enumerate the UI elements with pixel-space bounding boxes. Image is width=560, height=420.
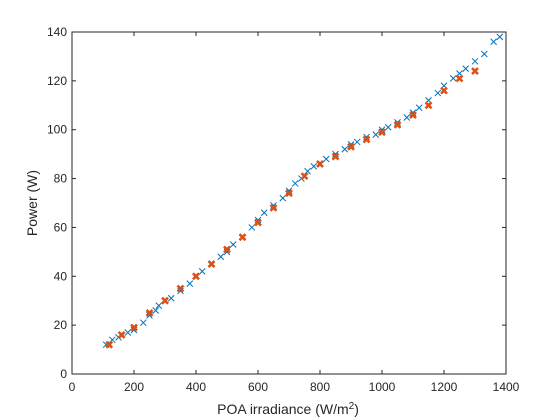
- y-tick-label: 60: [54, 220, 68, 234]
- x-tick-label: 0: [69, 380, 76, 394]
- series-1-point-32: [322, 155, 330, 163]
- series-1-point-21: [248, 224, 256, 231]
- x-tick-label: 1000: [369, 380, 396, 394]
- y-tick-label: 120: [47, 74, 67, 88]
- series-2-point-24: [455, 74, 464, 83]
- series-1-point-4: [124, 329, 132, 336]
- series-2-point-10: [238, 233, 247, 242]
- series-2-point-17: [347, 142, 355, 151]
- series-2-point-14: [300, 172, 309, 181]
- y-tick-label: 0: [60, 367, 67, 381]
- series-1-point-52: [480, 50, 488, 58]
- series-1-point-27: [291, 180, 299, 187]
- x-axis-label-end: ): [354, 401, 359, 417]
- series-1-point-13: [186, 280, 194, 287]
- series-2-point-4: [145, 309, 154, 317]
- y-tick-label: 20: [54, 318, 68, 332]
- axes-box: [71, 31, 507, 375]
- series-2-point-18: [362, 135, 371, 144]
- x-tick-label: 1400: [493, 380, 520, 394]
- series-2-point-19: [378, 128, 386, 137]
- series-1-point-11: [167, 294, 175, 302]
- series-2-point-6: [176, 284, 185, 293]
- series-1-point-50: [462, 65, 470, 72]
- y-tick-label: 140: [47, 25, 67, 39]
- series-orange-markers: [105, 67, 479, 349]
- series-2-point-5: [161, 296, 169, 305]
- series-1-point-44: [415, 104, 423, 112]
- series-2-point-7: [192, 272, 200, 281]
- series-2-point-23: [440, 86, 448, 95]
- series-2-point-22: [424, 101, 433, 110]
- series-1-point-53: [490, 38, 497, 46]
- series-1-point-15: [198, 268, 206, 275]
- series-1-point-38: [372, 131, 380, 138]
- series-2-point-13: [285, 189, 293, 198]
- series-1-point-42: [403, 114, 411, 121]
- series-2-point-11: [254, 218, 262, 227]
- series-2-point-20: [393, 120, 402, 129]
- axes-frame: [71, 31, 507, 375]
- y-tick-label: 80: [54, 172, 68, 186]
- y-axis-ticks: 0 20 40 60 80 100 120 140: [47, 25, 506, 381]
- series-1-point-25: [279, 194, 287, 202]
- x-tick-label: 200: [124, 380, 144, 394]
- x-axis-label-main: POA irradiance (W/m: [217, 401, 348, 417]
- series-1-point-9: [155, 302, 163, 309]
- series-1-point-51: [471, 57, 479, 65]
- series-1-point-23: [260, 209, 268, 217]
- series-1-point-48: [449, 75, 457, 82]
- series-2-point-3: [130, 323, 138, 332]
- series-1-point-54: [496, 33, 504, 41]
- x-tick-label: 1200: [431, 380, 458, 394]
- series-2-point-2: [117, 330, 126, 339]
- series-2-point-9: [223, 245, 231, 254]
- y-tick-label: 100: [47, 123, 67, 137]
- x-tick-label: 600: [248, 380, 268, 394]
- series-2-point-8: [207, 260, 216, 268]
- series-1-point-36: [353, 138, 361, 146]
- x-tick-label: 800: [310, 380, 330, 394]
- x-axis-ticks: 0 200 400 600 800 1000 1200 1400: [69, 32, 520, 394]
- x-tick-label: 400: [186, 380, 206, 394]
- series-1-point-40: [384, 123, 392, 131]
- series-1-point-46: [434, 89, 442, 97]
- series-1-point-6: [139, 319, 147, 327]
- series-2-point-1: [105, 340, 114, 349]
- series-2-point-21: [409, 111, 417, 119]
- y-tick-label: 40: [54, 269, 68, 283]
- series-2-point-16: [331, 152, 340, 161]
- series-2-point-15: [316, 159, 324, 168]
- series-1-point-34: [341, 145, 349, 153]
- series-1-point-8: [152, 307, 160, 314]
- series-blue-markers: [102, 33, 504, 349]
- series-1-point-19: [229, 241, 237, 248]
- x-axis-label-superscript: 2: [349, 401, 355, 412]
- series-1-point-30: [310, 163, 318, 170]
- series-2-point-12: [269, 203, 278, 212]
- series-1-point-17: [217, 253, 225, 261]
- series-2-point-25: [471, 67, 479, 76]
- x-axis-label: POA irradiance (W/m2): [217, 401, 359, 418]
- y-axis-label: Power (W): [24, 170, 40, 236]
